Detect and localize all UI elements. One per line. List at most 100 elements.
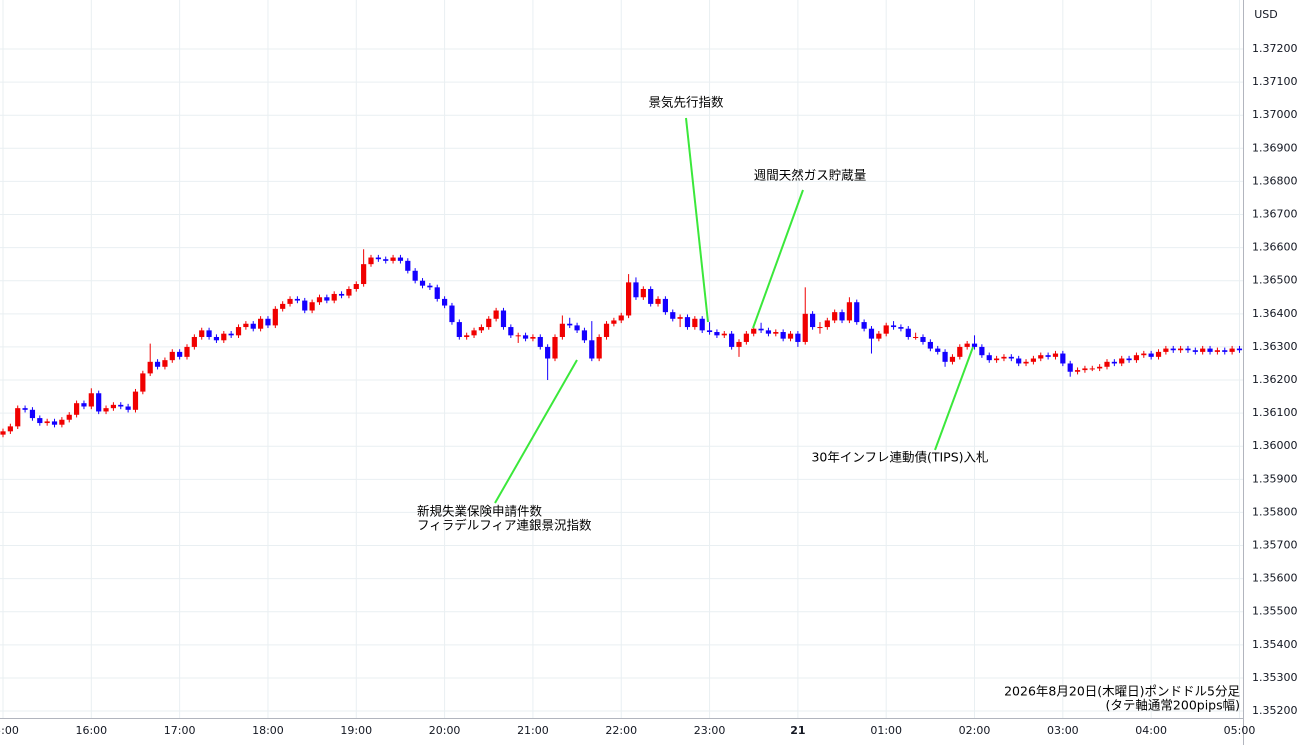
candle-body [596, 336, 602, 359]
candle-body [1045, 355, 1051, 357]
candle-body [537, 336, 543, 347]
candle-body [1185, 348, 1191, 351]
annotation: 週間天然ガス貯蔵量 [754, 168, 867, 183]
y-tick-label: 1.35900 [1252, 472, 1298, 485]
candle-body [147, 361, 153, 374]
candle-body [1119, 358, 1125, 364]
candle-body [802, 313, 808, 342]
candle-body [824, 320, 830, 328]
candles [0, 249, 1243, 438]
candle-body [905, 328, 911, 337]
candle-body [199, 330, 205, 337]
candle-body [530, 336, 536, 339]
candle-body [346, 288, 352, 296]
candle-body [478, 327, 484, 331]
x-tick-label: 01:00 [870, 724, 902, 737]
annotation: フィラデルフィア連銀景況指数 [417, 518, 592, 533]
candle-body [581, 330, 588, 341]
currency-label: USD [1254, 8, 1278, 21]
candle-body [964, 343, 970, 347]
candle-body [1074, 370, 1081, 372]
candle-body [309, 302, 315, 311]
candle-body [1008, 356, 1014, 359]
annotation: 新規失業保険申請件数 [417, 504, 543, 519]
candle-body [890, 325, 897, 328]
candle-body [383, 259, 389, 261]
candle-body [736, 341, 742, 347]
candle-body [780, 332, 786, 339]
candle-body [913, 336, 919, 338]
candle-body [162, 360, 168, 367]
candle-body [662, 298, 668, 313]
callout-line [494, 359, 578, 504]
candle-body [810, 313, 816, 328]
candle-body [1236, 348, 1243, 351]
candle-body [626, 282, 632, 316]
y-tick-label: 1.35500 [1252, 605, 1298, 618]
candle-body [258, 318, 264, 329]
candle-body [353, 284, 359, 289]
candle-body [272, 308, 278, 326]
candle-body [684, 317, 691, 328]
candle-body [648, 288, 654, 304]
candle-body [670, 312, 676, 319]
candle-body [1001, 356, 1007, 359]
x-tick-label: 22:00 [605, 724, 637, 737]
candle-body [397, 257, 404, 261]
y-tick-label: 1.36000 [1252, 439, 1298, 452]
candle-body [854, 302, 860, 323]
candle-body [191, 336, 197, 347]
candle-body [265, 318, 271, 326]
candle-body [927, 341, 933, 349]
candle-body [471, 330, 477, 336]
y-tick-label: 1.36600 [1252, 241, 1298, 254]
candle-body [574, 325, 580, 331]
candle-body [66, 414, 72, 420]
candle-body [1207, 348, 1213, 352]
y-tick-label: 1.36400 [1252, 307, 1298, 320]
candle-body [765, 330, 772, 334]
candle-body [1163, 348, 1169, 352]
candle-body [213, 336, 220, 341]
x-tick-label: 17:00 [164, 724, 196, 737]
candle-body [706, 330, 713, 333]
candle-body [1030, 358, 1036, 362]
x-tick-label: 21:00 [517, 724, 549, 737]
candle-body [979, 346, 985, 356]
candle-body [1038, 355, 1044, 359]
candle-body [898, 327, 904, 329]
candle-body [515, 335, 521, 337]
candle-body [103, 408, 109, 412]
candle-body [88, 393, 94, 407]
x-tick-label: 16:00 [75, 724, 107, 737]
candle-body [1200, 348, 1206, 352]
candle-body [1097, 366, 1103, 369]
candle-body [868, 328, 875, 339]
candle-body [640, 288, 646, 298]
candle-body [567, 323, 573, 326]
candle-body [994, 358, 1000, 361]
candle-body [1155, 351, 1162, 357]
candle-body [456, 322, 462, 337]
candle-body [361, 264, 367, 285]
candle-body [74, 403, 80, 415]
candle-body [110, 404, 116, 409]
candle-body [758, 328, 764, 331]
x-tick-label: 02:00 [959, 724, 991, 737]
y-tick-label: 1.36100 [1252, 406, 1298, 419]
candle-body [559, 323, 565, 337]
candle-body [412, 270, 418, 281]
x-tick-label: 19:00 [340, 724, 372, 737]
candle-body [177, 351, 183, 357]
candle-body [1016, 358, 1022, 364]
y-tick-label: 1.37100 [1252, 75, 1298, 88]
y-tick-label: 1.36200 [1252, 373, 1298, 386]
candle-body [832, 312, 838, 321]
candle-body [1178, 348, 1184, 351]
x-tick-label: 15:00 [0, 724, 19, 737]
candle-body [7, 426, 13, 432]
x-tick-label: 03:00 [1047, 724, 1079, 737]
candle-body [324, 297, 330, 301]
candle-body [699, 318, 705, 331]
